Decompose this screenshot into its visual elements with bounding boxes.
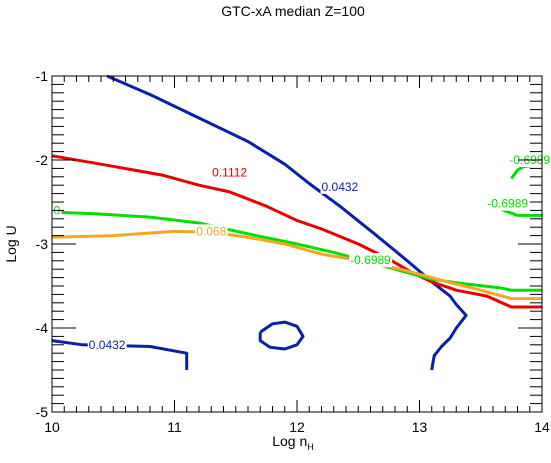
y-tick-label: -5 [36, 404, 49, 420]
x-tick-label: 13 [412, 419, 428, 435]
x-tick-label: 11 [167, 419, 182, 435]
y-tick-label: -4 [36, 320, 49, 336]
y-tick-labels: -1 -2 -3 -4 -5 [36, 68, 49, 420]
contour-lines [51, 74, 542, 371]
contour-line-8 [51, 229, 542, 301]
x-axis-title-subscript: H [307, 442, 314, 452]
contour-labels: 0.04320.04320.11120.068-0.6989-0.6989-0.… [52, 153, 551, 352]
chart-title: GTC-xA median Z=100 [221, 3, 365, 19]
contour-label-7: -0.6989 [487, 197, 528, 211]
contour-label-4: 0.068 [196, 224, 226, 238]
x-tick-label: 10 [44, 419, 60, 435]
contour-label-bg [349, 252, 393, 267]
contour-line-3 [258, 320, 305, 351]
contour-label-bg [486, 196, 530, 211]
contour-line-4 [51, 154, 542, 309]
contour-label-bg [195, 224, 228, 239]
y-tick-label: -1 [36, 68, 49, 84]
contour-label-5: -0.6989 [350, 253, 391, 267]
contour-line-2 [51, 339, 189, 370]
contour-label-bg [211, 165, 249, 180]
y-tick-label: -2 [36, 152, 49, 168]
x-tick-labels: 10 11 12 13 14 [44, 419, 550, 435]
y-axis-title: Log U [3, 225, 19, 262]
contour-label-3: 0.1112 [212, 166, 247, 180]
contour-label-bg [320, 179, 360, 194]
x-tick-label: 12 [289, 419, 305, 435]
x-axis-title: Log nH [272, 433, 314, 452]
contour-label-2: 0.0432 [89, 338, 126, 352]
y-tick-label: -3 [36, 236, 49, 252]
axis-ticks [51, 75, 543, 413]
contour-label-1: 0.0432 [322, 180, 359, 194]
contour-line-1 [106, 74, 468, 371]
contour-line-5 [51, 210, 542, 292]
x-tick-label: 14 [534, 419, 550, 435]
contour-label-bg [87, 337, 127, 352]
contour-line-7 [498, 207, 542, 217]
